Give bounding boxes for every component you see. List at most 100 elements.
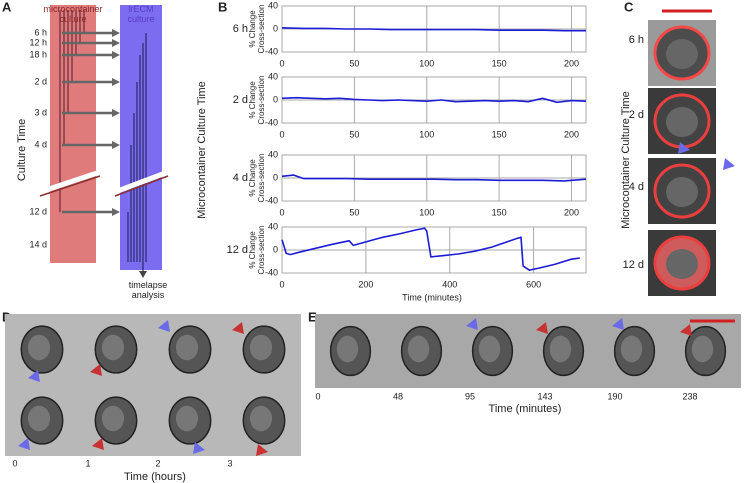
timelapse-label: timelapse analysis (129, 280, 168, 300)
label-line: culture (127, 14, 154, 24)
row-label: 6 h (233, 23, 248, 35)
row-label: 4 d (629, 181, 644, 193)
y-tick-label: -40 (265, 195, 278, 205)
row-label: 6 h (629, 34, 644, 46)
x-tick-label: 150 (492, 129, 507, 139)
x-tick-label: 0 (279, 129, 284, 139)
y-tick-label: 0 (273, 172, 278, 182)
y-axis-label: % ChangeCross-section (248, 76, 266, 125)
time-tick-label: 1 (85, 458, 90, 468)
y-tick-label: 40 (268, 221, 278, 231)
spheroid-texture (666, 39, 698, 69)
time-label: 12 d (29, 206, 47, 216)
spheroid-texture (620, 335, 643, 363)
arrow-head (112, 109, 120, 117)
y-tick-label: -40 (265, 46, 278, 56)
arrowhead-marker (723, 158, 735, 170)
y-tick-label: 40 (268, 0, 278, 10)
panel-d-x-label: Time (hours) (124, 471, 186, 483)
time-label: 6 h (34, 27, 47, 37)
spheroid-texture (691, 335, 714, 363)
y-tick-label: 0 (273, 23, 278, 33)
microcontainer-column (50, 5, 96, 263)
x-tick-label: 150 (492, 207, 507, 217)
spheroid-texture (101, 405, 125, 432)
break-edges (39, 175, 169, 197)
arrowhead-marker (90, 364, 102, 376)
arrow-head (112, 29, 120, 37)
row-label: 2 d (233, 94, 248, 106)
time-tick-label: 2 (155, 458, 160, 468)
time-label: 3 d (34, 107, 47, 117)
label-line: Cross-section (257, 226, 266, 275)
x-tick-label: 400 (442, 279, 457, 289)
time-tick-label: 143 (537, 391, 552, 401)
plot-frame (281, 154, 587, 202)
x-tick-label: 0 (279, 279, 284, 289)
arrowhead-marker (678, 142, 690, 154)
plot-frame (281, 5, 587, 53)
arrow-head (112, 78, 120, 86)
row-label: 12 d (623, 259, 644, 271)
time-tick-label: 190 (607, 391, 622, 401)
x-tick-label: 50 (349, 58, 359, 68)
arrowhead-marker (18, 438, 30, 450)
arrowhead-marker (256, 444, 268, 456)
label-line: analysis (132, 290, 165, 300)
spheroid-texture (666, 177, 698, 207)
label-line: % Change (248, 81, 257, 119)
time-label: 14 d (29, 239, 47, 249)
time-tick-label: 3 (227, 458, 232, 468)
y-tick-label: -40 (265, 267, 278, 277)
microcontainer-label: microcontainer culture (43, 4, 102, 24)
data-line (281, 27, 586, 32)
arrowhead-marker (28, 370, 40, 382)
x-tick-label: 100 (419, 207, 434, 217)
panel-c-y-label: Microcontainer Culture Time (620, 91, 632, 229)
plot-frame (281, 226, 587, 274)
spheroid-texture (549, 335, 572, 363)
row-label: 12 d (227, 244, 248, 256)
spheroid-texture (666, 249, 698, 279)
x-tick-label: 100 (419, 58, 434, 68)
y-axis-label: % ChangeCross-section (248, 226, 266, 275)
arrowhead-marker (158, 320, 170, 332)
x-tick-label: 100 (419, 129, 434, 139)
spheroid-texture (101, 334, 125, 361)
y-tick-label: 40 (268, 149, 278, 159)
spheroid-texture (27, 334, 51, 361)
x-tick-label: 200 (564, 58, 579, 68)
y-tick-label: 0 (273, 94, 278, 104)
time-label: 4 d (34, 139, 47, 149)
arrow-head (112, 141, 120, 149)
spheroid-texture (175, 405, 199, 432)
output-arrow (139, 271, 147, 278)
lrecm-label: lrECM culture (127, 4, 154, 24)
arrowhead-marker (232, 322, 244, 334)
spheroid-texture (666, 107, 698, 137)
lrecm-column (120, 5, 162, 270)
label-line: timelapse (129, 280, 168, 290)
plot-frame (281, 76, 587, 124)
time-tick-label: 238 (682, 391, 697, 401)
x-tick-label: 200 (564, 129, 579, 139)
row-label: 2 d (629, 109, 644, 121)
arrowhead-marker (536, 322, 548, 334)
spheroid-texture (478, 335, 501, 363)
panel-label: A (2, 0, 12, 14)
x-tick-label: 200 (358, 279, 373, 289)
data-line (281, 174, 587, 182)
time-tick-label: 48 (393, 391, 403, 401)
y-tick-label: 0 (273, 244, 278, 254)
time-label: 18 h (29, 49, 47, 59)
x-tick-label: 600 (526, 279, 541, 289)
time-tick-label: 95 (465, 391, 475, 401)
arrow-head (112, 39, 120, 47)
x-tick-label: 50 (349, 207, 359, 217)
panel-label: E (308, 309, 317, 324)
label-line: microcontainer (43, 4, 102, 14)
arrow-head (112, 51, 120, 59)
panel-b-y-label: Microcontainer Culture Time (196, 81, 208, 219)
spheroid-texture (249, 334, 273, 361)
label-line: culture (59, 14, 86, 24)
